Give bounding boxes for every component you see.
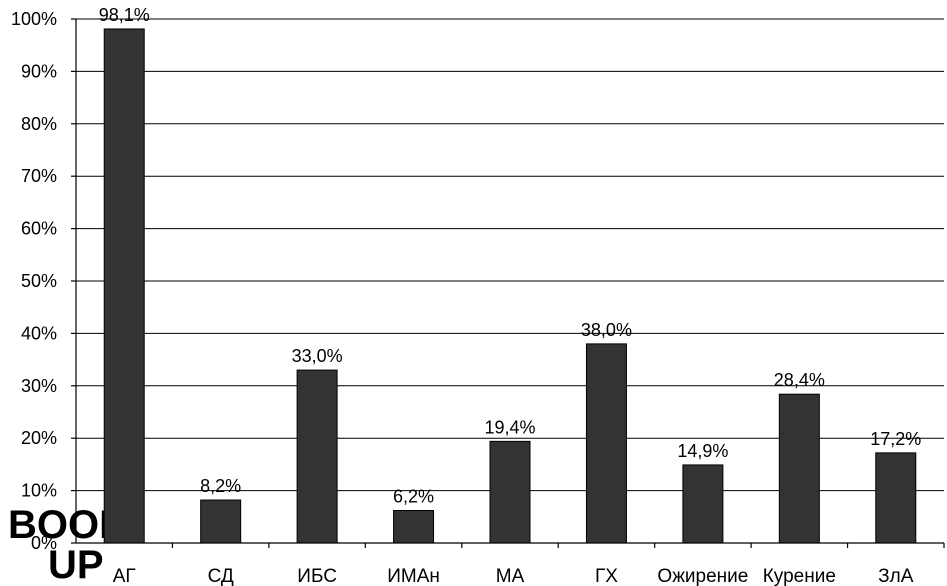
bar-2 [200,499,242,544]
y-tick-label: 60% [21,219,57,239]
y-tick-labels: 0% 10% 20% 30% 40% 50% 60% 70% 80% 90% 100% [11,9,57,553]
bar-7 [682,464,724,544]
gridlines [76,18,944,492]
bar-6 [585,343,627,544]
x-tick-label: ГХ [595,566,618,586]
x-tick-label: Курение [763,566,836,586]
y-tick-label: 90% [21,61,57,81]
bar-9 [875,452,917,544]
data-label: 14,9% [677,441,728,461]
x-tick-labels: АГ СД ИБС ИМАн МА ГХ Ожирение Курение ЗлА [113,566,914,586]
y-tick-label: 100% [11,9,57,29]
data-label: 17,2% [870,429,921,449]
x-tick-label: ИМАн [387,566,440,586]
x-tick-label: МА [496,566,525,586]
x-tick-label: Ожирение [657,566,748,586]
y-tick-label: 30% [21,376,57,396]
watermark-bottom: UP [48,543,104,586]
data-label: 19,4% [484,417,535,437]
axes [71,18,945,548]
data-label: 8,2% [200,476,241,496]
y-tick-label: 20% [21,428,57,448]
data-label: 33,0% [292,346,343,366]
bar-8 [778,393,820,544]
y-tick-label: 70% [21,166,57,186]
bar-5 [489,440,531,544]
y-tick-label: 10% [21,481,57,501]
bar-3 [296,369,338,544]
y-tick-label: 50% [21,271,57,291]
y-tick-label: 40% [21,323,57,343]
bar-1 [103,28,145,544]
data-label: 6,2% [393,487,434,507]
y-tick-label: 0% [31,533,57,553]
y-tick-label: 80% [21,114,57,134]
bar-4 [393,510,435,544]
data-label: 38,0% [581,320,632,340]
x-tick-label: АГ [113,566,136,586]
data-label: 98,1% [99,5,150,25]
x-tick-label: ИБС [297,566,337,586]
data-labels: 98,1% 8,2% 33,0% 6,2% 19,4% 38,0% 14,9% 28,4% 17… [99,5,922,507]
x-tick-label: ЗлА [878,566,914,586]
x-tick-label: СД [208,566,234,586]
data-label: 28,4% [774,370,825,390]
bars [103,28,917,544]
